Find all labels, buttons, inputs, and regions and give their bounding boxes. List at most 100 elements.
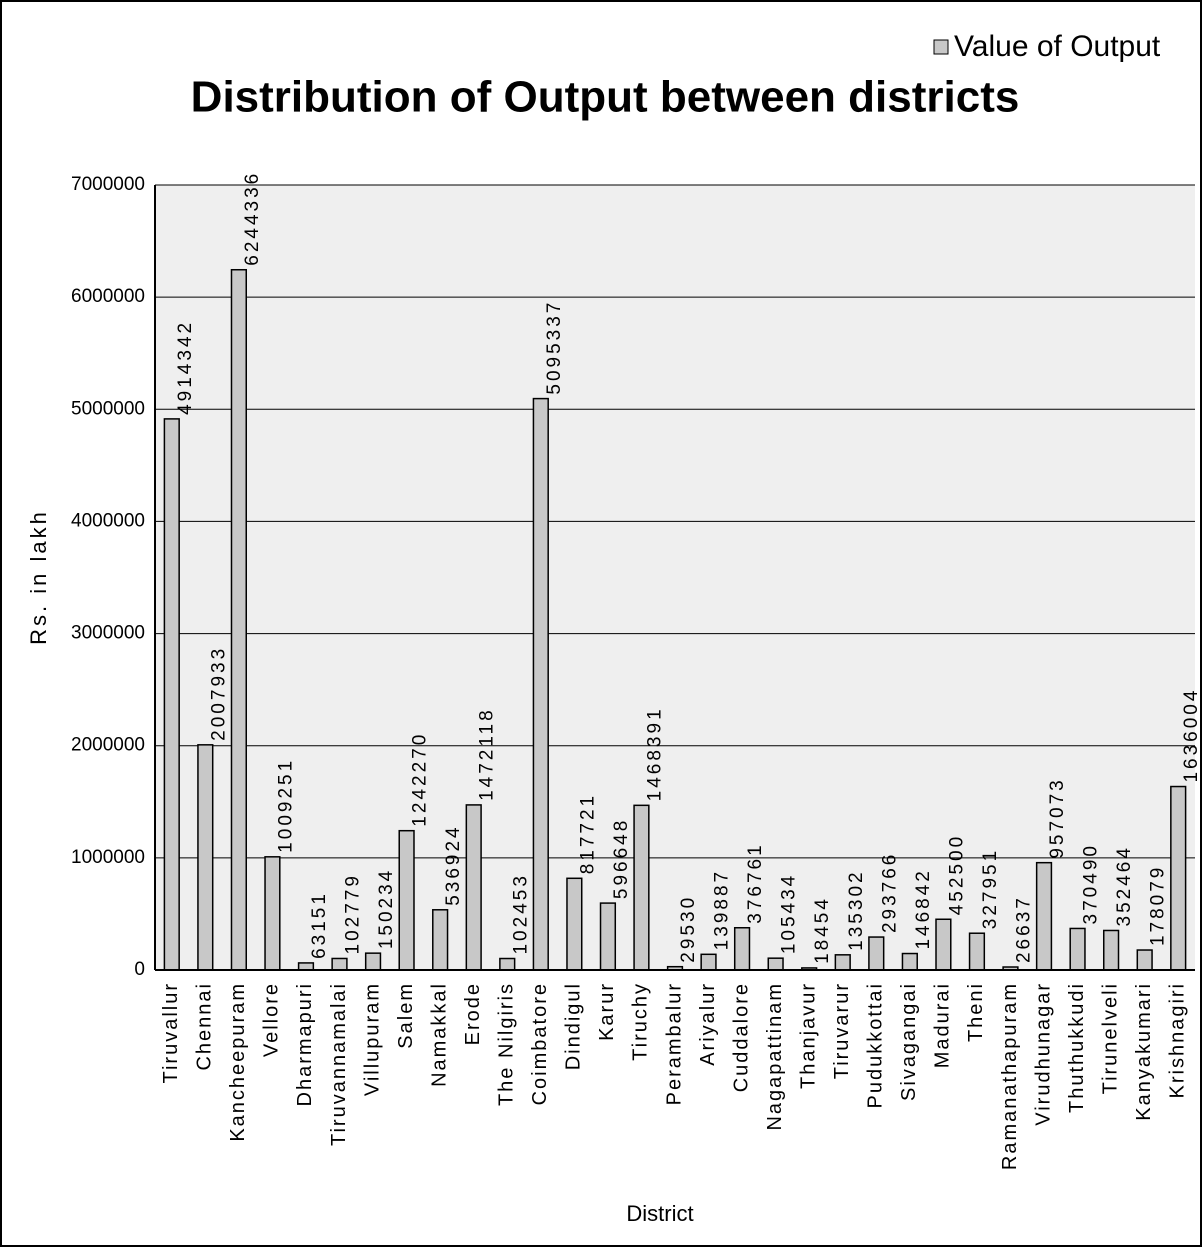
data-label: 26637	[1013, 895, 1034, 963]
x-tick-label: Cuddalore	[730, 982, 752, 1092]
data-label: 2007933	[208, 646, 229, 741]
bar	[633, 804, 650, 971]
data-label: 293766	[879, 852, 900, 933]
data-label: 1468391	[644, 706, 665, 801]
bar	[1069, 927, 1086, 971]
bar	[599, 902, 617, 971]
chart-title: Distribution of Output between districts	[191, 73, 1020, 122]
data-label: 146842	[913, 868, 934, 949]
y-axis-label: Rs. in lakh	[26, 509, 51, 645]
data-label: 139887	[712, 869, 733, 950]
bar	[163, 418, 180, 971]
x-tick-label: Chennai	[194, 982, 216, 1071]
x-tick-label: Karur	[596, 982, 618, 1041]
data-label: 5095337	[544, 300, 565, 395]
x-tick-label: Virudhunagar	[1032, 982, 1054, 1126]
bar	[331, 957, 348, 971]
x-tick-label: Tirunelveli	[1099, 982, 1121, 1094]
data-label: 1009251	[275, 758, 296, 853]
bar	[901, 952, 918, 971]
bar	[1035, 861, 1053, 971]
y-tick-label: 5000000	[71, 398, 145, 419]
x-tick-label: Sivagangai	[898, 982, 920, 1101]
data-label: 376761	[745, 842, 766, 923]
y-tick-label: 3000000	[71, 623, 145, 644]
x-tick-label: Villupuram	[361, 982, 383, 1096]
data-label: 1242270	[410, 732, 431, 827]
data-label: 817721	[577, 793, 598, 874]
x-tick-label: Krishnagiri	[1167, 982, 1189, 1098]
bar	[499, 957, 516, 971]
data-label: 102453	[510, 873, 531, 954]
data-label: 135302	[846, 869, 867, 950]
bar	[1102, 929, 1120, 971]
bar	[364, 952, 382, 971]
x-tick-label: Kancheepuram	[227, 982, 249, 1142]
x-tick-label: Perambalur	[663, 982, 685, 1105]
x-tick-label: Thanjavur	[797, 982, 819, 1089]
data-label: 29530	[678, 895, 699, 963]
x-tick-label: Thuthukkudi	[1066, 982, 1088, 1113]
y-tick-label: 4000000	[71, 510, 145, 531]
x-tick-label: Madurai	[932, 982, 954, 1068]
x-tick-label: Ariyalur	[697, 982, 719, 1066]
x-tick-label: Pudukkottai	[865, 982, 887, 1109]
x-tick-label: Kanyakumari	[1133, 982, 1155, 1121]
y-tick-label: 7000000	[71, 174, 145, 195]
data-label: 957073	[1047, 777, 1068, 858]
data-label: 63151	[309, 891, 330, 959]
x-tick-label: Theni	[965, 982, 987, 1042]
bar	[1170, 785, 1187, 971]
data-label: 102779	[343, 873, 364, 954]
bar	[532, 397, 549, 971]
x-tick-label: Dindigul	[563, 982, 585, 1070]
y-tick-label: 1000000	[71, 847, 145, 868]
data-label: 18454	[812, 896, 833, 964]
data-label: 536924	[443, 824, 464, 905]
legend-label: Value of Output	[954, 30, 1161, 63]
bar	[968, 932, 986, 971]
data-label: 6244336	[242, 171, 263, 266]
x-tick-label: Nagapattinam	[764, 982, 786, 1131]
y-tick-label: 2000000	[71, 735, 145, 756]
data-label: 352464	[1114, 845, 1135, 926]
data-label: 1472118	[477, 707, 498, 801]
x-tick-label: Tiruvarur	[831, 982, 853, 1079]
x-tick-label: Tiruchy	[630, 982, 652, 1061]
bar	[868, 936, 885, 971]
plot-area	[155, 185, 1195, 970]
data-label: 4914342	[175, 320, 196, 415]
x-tick-label: Dharmapuri	[294, 982, 316, 1106]
x-tick-label: Salem	[395, 982, 417, 1049]
x-tick-label: Namakkal	[428, 982, 450, 1087]
x-tick-label: Coimbatore	[529, 982, 551, 1105]
x-tick-label: Tiruvannamalai	[328, 982, 350, 1146]
bar	[834, 954, 851, 971]
x-tick-label: Tiruvallur	[160, 982, 182, 1084]
bar	[197, 744, 214, 971]
y-tick-label: 6000000	[71, 286, 145, 307]
bar	[297, 962, 315, 971]
data-label: 327951	[980, 848, 1001, 929]
bar	[733, 926, 751, 971]
x-axis-label: District	[626, 1201, 693, 1226]
bar	[230, 268, 248, 971]
data-label: 596648	[611, 818, 632, 899]
data-label: 370490	[1081, 843, 1102, 924]
y-tick-label: 0	[134, 959, 145, 980]
bar	[1136, 949, 1153, 971]
bar	[566, 877, 583, 971]
data-label: 1636004	[1181, 688, 1202, 783]
bar	[700, 953, 717, 971]
x-tick-label: Vellore	[261, 982, 283, 1057]
x-tick-label: Erode	[462, 982, 484, 1045]
data-label: 452500	[946, 834, 967, 915]
data-label: 178079	[1148, 865, 1169, 946]
bar	[465, 804, 482, 971]
data-label: 150234	[376, 868, 397, 949]
data-label: 105434	[779, 873, 800, 954]
x-tick-label: Ramanathapuram	[999, 982, 1021, 1170]
bar	[432, 909, 449, 971]
bar	[264, 856, 281, 971]
